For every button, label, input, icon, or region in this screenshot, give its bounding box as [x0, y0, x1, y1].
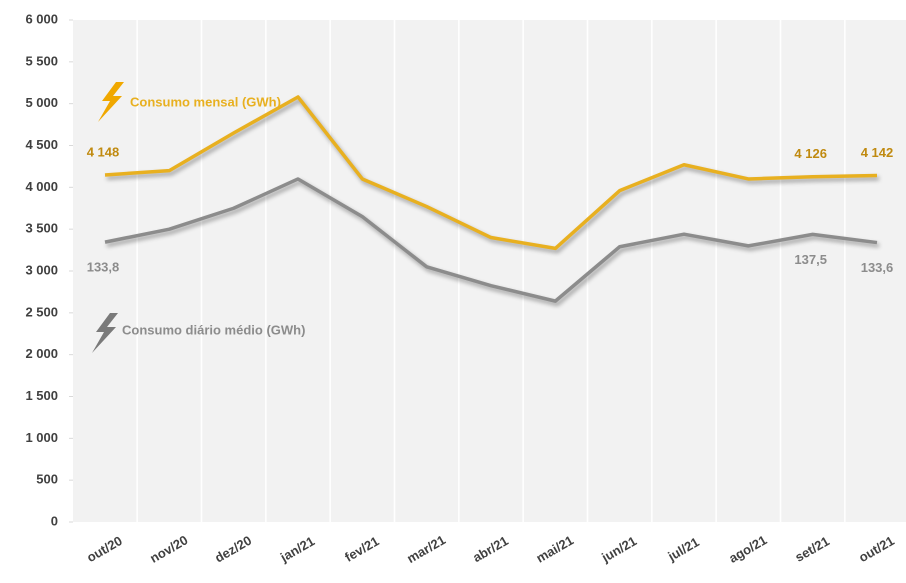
x-tick-label: ago/21	[726, 532, 769, 566]
x-tick-label: jul/21	[664, 534, 701, 564]
legend-icon	[98, 82, 124, 122]
x-tick-label: jun/21	[598, 533, 639, 565]
x-tick-label: out/20	[84, 533, 125, 565]
x-tick-label: nov/20	[147, 532, 190, 566]
y-tick-label: 6 000	[25, 11, 58, 26]
plot-area	[73, 20, 906, 522]
legend: Consumo mensal (GWh) Consumo diário médi…	[92, 82, 305, 353]
y-tick-label: 5 500	[25, 53, 58, 68]
x-tick-label: out/21	[856, 533, 897, 565]
data-label: 137,5	[794, 252, 827, 267]
data-label: 4 126	[794, 146, 827, 161]
y-tick-label: 5 000	[25, 95, 58, 110]
y-tick-label: 3 000	[25, 262, 58, 277]
y-tick-label: 0	[51, 513, 58, 528]
data-label: 4 148	[87, 144, 120, 159]
grid	[69, 19, 846, 523]
x-tick-label: dez/20	[212, 533, 254, 566]
y-tick-label: 3 500	[25, 221, 58, 236]
y-tick-label: 4 000	[25, 179, 58, 194]
y-tick-label: 500	[36, 472, 58, 487]
y-tick-label: 2 500	[25, 304, 58, 319]
x-tick-label: abr/21	[470, 533, 511, 565]
y-tick-label: 2 000	[25, 346, 58, 361]
data-label: 133,8	[87, 260, 120, 275]
x-tick-label: jan/21	[277, 533, 317, 565]
x-tick-label: set/21	[792, 533, 831, 564]
series-line	[104, 95, 878, 251]
x-tick-label: mai/21	[534, 532, 577, 565]
legend-label: Consumo mensal (GWh)	[130, 94, 281, 109]
data-label: 4 142	[861, 145, 894, 160]
y-tick-label: 4 500	[25, 137, 58, 152]
data-label: 133,6	[861, 260, 894, 275]
series-line	[104, 177, 878, 303]
legend-label: Consumo diário médio (GWh)	[122, 322, 305, 337]
legend-icon	[92, 313, 118, 353]
y-tick-label: 1 500	[25, 388, 58, 403]
y-tick-label: 1 000	[25, 430, 58, 445]
lines	[104, 95, 878, 303]
x-tick-label: mar/21	[404, 532, 448, 566]
labels: 4 148 4 126 4 142 133,8 137,5 133,6	[87, 144, 894, 275]
x-tick-label: fev/21	[342, 533, 381, 564]
